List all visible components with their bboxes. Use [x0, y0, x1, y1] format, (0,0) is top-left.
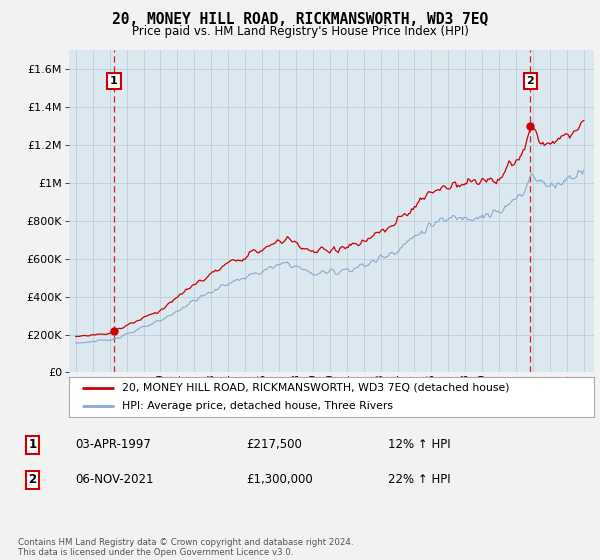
Text: 12% ↑ HPI: 12% ↑ HPI	[389, 438, 451, 451]
Text: 20, MONEY HILL ROAD, RICKMANSWORTH, WD3 7EQ: 20, MONEY HILL ROAD, RICKMANSWORTH, WD3 …	[112, 12, 488, 27]
Text: 1: 1	[28, 438, 37, 451]
Text: 03-APR-1997: 03-APR-1997	[75, 438, 151, 451]
Text: Contains HM Land Registry data © Crown copyright and database right 2024.
This d: Contains HM Land Registry data © Crown c…	[18, 538, 353, 557]
Text: 06-NOV-2021: 06-NOV-2021	[75, 473, 154, 486]
Text: £217,500: £217,500	[246, 438, 302, 451]
Text: 2: 2	[527, 76, 535, 86]
Text: HPI: Average price, detached house, Three Rivers: HPI: Average price, detached house, Thre…	[121, 401, 392, 411]
Text: 1: 1	[110, 76, 118, 86]
Text: £1,300,000: £1,300,000	[246, 473, 313, 486]
Text: 22% ↑ HPI: 22% ↑ HPI	[389, 473, 451, 486]
Text: 20, MONEY HILL ROAD, RICKMANSWORTH, WD3 7EQ (detached house): 20, MONEY HILL ROAD, RICKMANSWORTH, WD3 …	[121, 383, 509, 393]
Text: 2: 2	[28, 473, 37, 486]
Text: Price paid vs. HM Land Registry's House Price Index (HPI): Price paid vs. HM Land Registry's House …	[131, 25, 469, 38]
